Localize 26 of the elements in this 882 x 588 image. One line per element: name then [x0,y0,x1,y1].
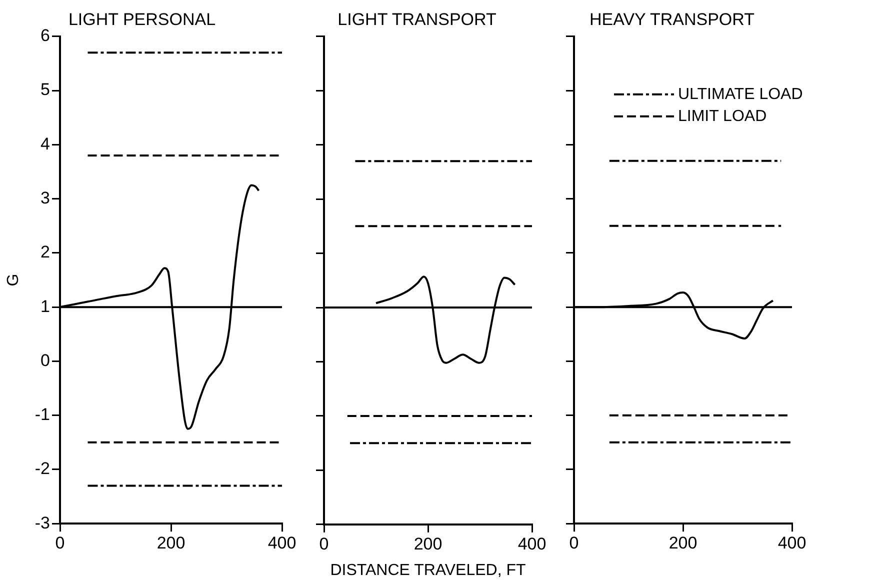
x-tick-label: 0 [55,533,65,552]
chart-title: LIGHT PERSONAL [68,10,216,29]
x-tick-label: 0 [319,534,329,554]
y-tick-label: 1 [40,296,50,316]
y-tick-label: -2 [34,459,50,478]
y-tick-label: 3 [40,188,50,208]
y-tick-label: 5 [40,80,50,100]
y-tick-label: -3 [34,513,50,532]
y-tick-label: 2 [40,242,50,262]
y-axis-title: G [5,274,22,286]
x-tick-label: 200 [414,534,442,554]
chart-title: LIGHT TRANSPORT [338,10,496,29]
chart-title: HEAVY TRANSPORT [589,10,755,29]
y-tick-label: 4 [40,134,50,154]
x-tick-label: 400 [518,534,546,554]
legend-label: ULTIMATE LOAD [678,86,803,103]
x-axis-title: DISTANCE TRAVELED, FT [330,562,526,579]
x-tick-label: 400 [268,533,296,552]
legend-label: LIMIT LOAD [678,108,767,125]
y-tick-label: 6 [40,26,50,46]
y-tick-label: -1 [34,405,50,424]
x-tick-label: 200 [156,533,186,552]
x-tick-label: 200 [668,533,698,552]
y-tick-label: 0 [40,350,50,370]
x-tick-label: 0 [569,533,579,552]
x-tick-label: 400 [778,533,806,552]
